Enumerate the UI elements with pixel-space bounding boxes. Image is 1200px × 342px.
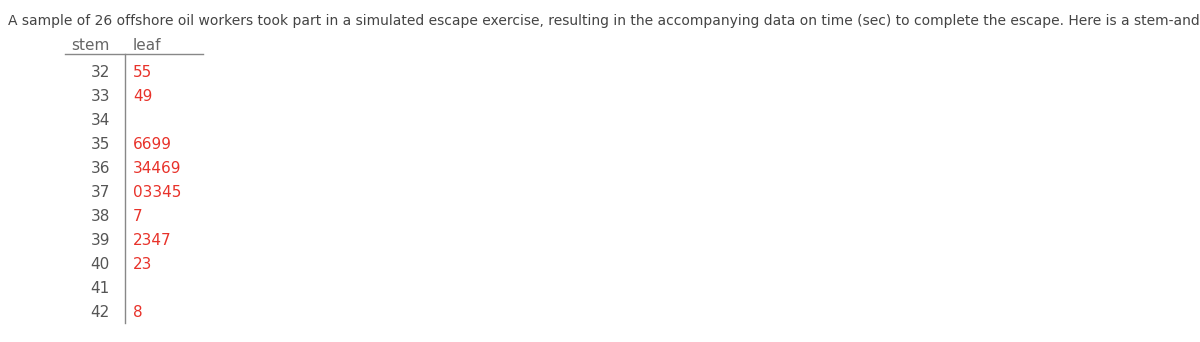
Text: 33: 33	[90, 89, 110, 104]
Text: 32: 32	[91, 65, 110, 80]
Text: 2347: 2347	[133, 233, 172, 248]
Text: 7: 7	[133, 209, 143, 224]
Text: 03345: 03345	[133, 185, 181, 200]
Text: 37: 37	[91, 185, 110, 200]
Text: 23: 23	[133, 257, 152, 272]
Text: 49: 49	[133, 89, 152, 104]
Text: 42: 42	[91, 305, 110, 320]
Text: A sample of 26 offshore oil workers took part in a simulated escape exercise, re: A sample of 26 offshore oil workers took…	[8, 14, 1200, 28]
Text: 6699: 6699	[133, 137, 172, 152]
Text: 34: 34	[91, 113, 110, 128]
Text: leaf: leaf	[133, 38, 162, 53]
Text: 55: 55	[133, 65, 152, 80]
Text: 39: 39	[90, 233, 110, 248]
Text: 35: 35	[91, 137, 110, 152]
Text: 40: 40	[91, 257, 110, 272]
Text: 38: 38	[91, 209, 110, 224]
Text: 34469: 34469	[133, 161, 181, 176]
Text: stem: stem	[72, 38, 110, 53]
Text: 8: 8	[133, 305, 143, 320]
Text: 41: 41	[91, 281, 110, 296]
Text: 36: 36	[90, 161, 110, 176]
